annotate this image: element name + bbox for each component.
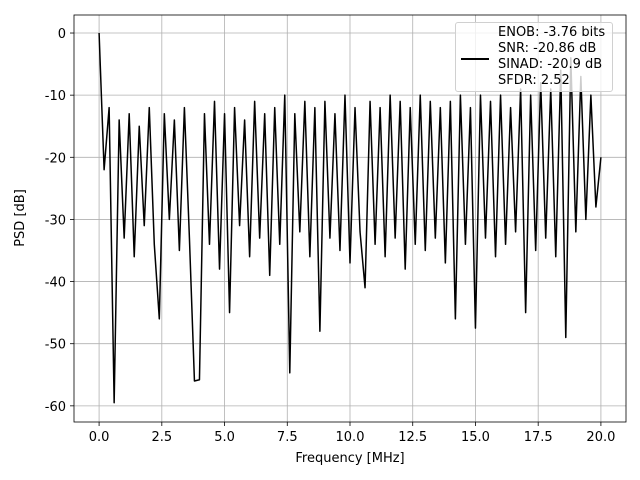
x-tick-label: 7.5 xyxy=(277,430,298,445)
y-tick-label: -40 xyxy=(45,276,66,291)
x-tick-label: 10.0 xyxy=(336,430,365,445)
x-tick-label: 12.5 xyxy=(398,430,427,445)
x-tick-label: 5.0 xyxy=(214,430,235,445)
x-tick-label: 0.0 xyxy=(89,430,110,445)
legend-label: ENOB: -3.76 bits SNR: -20.86 dB SINAD: -… xyxy=(498,25,606,88)
legend: ENOB: -3.76 bits SNR: -20.86 dB SINAD: -… xyxy=(455,22,613,92)
x-tick-label: 2.5 xyxy=(151,430,172,445)
y-tick-label: -50 xyxy=(45,338,66,353)
y-tick-label: 0 xyxy=(58,27,66,42)
y-tick-label: -30 xyxy=(45,213,66,228)
y-tick-label: -20 xyxy=(45,151,66,166)
legend-swatch xyxy=(461,58,489,60)
y-tick-label: -60 xyxy=(45,400,66,415)
x-axis-label: Frequency [MHz] xyxy=(295,451,404,466)
y-tick-label: -10 xyxy=(45,89,66,104)
y-axis-label: PSD [dB] xyxy=(13,189,28,247)
data-line xyxy=(98,32,602,404)
plot-frame xyxy=(73,14,627,423)
x-tick-label: 17.5 xyxy=(524,430,553,445)
x-tick-label: 15.0 xyxy=(461,430,490,445)
x-tick-label: 20.0 xyxy=(586,430,615,445)
